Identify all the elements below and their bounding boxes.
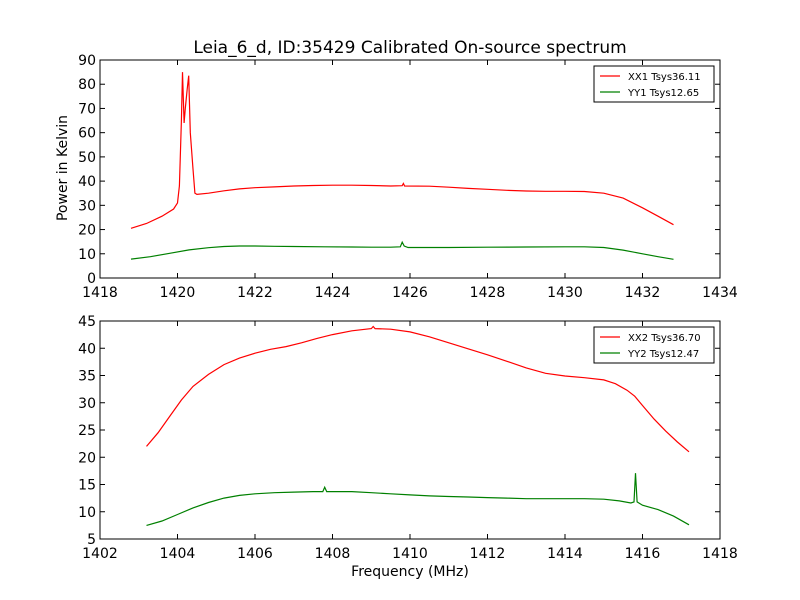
legend-label-0-0: XX1 Tsys36.11	[628, 72, 701, 83]
legend-label-0-1: YY1 Tsys12.65	[627, 88, 699, 99]
y-tick-label-1-3: 20	[78, 450, 96, 466]
legend-box-1	[593, 326, 715, 364]
x-tick-label-0-7: 1432	[625, 285, 661, 301]
y-tick-label-1-1: 10	[78, 505, 96, 521]
y-tick-label-0-7: 70	[78, 101, 96, 117]
y-tick-label-0-1: 10	[78, 247, 96, 263]
figure-title: Leia_6_d, ID:35429 Calibrated On-source …	[193, 38, 626, 58]
y-tick-label-0-5: 50	[78, 150, 96, 166]
x-tick-label-0-4: 1426	[392, 285, 428, 301]
x-tick-label-0-6: 1430	[547, 285, 583, 301]
x-tick-label-0-8: 1434	[702, 285, 738, 301]
y-tick-label-0-9: 90	[78, 53, 96, 69]
x-tick-label-1-4: 1410	[392, 546, 428, 562]
x-tick-label-0-1: 1420	[160, 285, 196, 301]
legend-label-1-1: YY2 Tsys12.47	[627, 349, 699, 360]
x-tick-label-0-0: 1418	[82, 285, 118, 301]
y-tick-label-0-8: 80	[78, 77, 96, 93]
y-tick-label-1-8: 45	[78, 314, 96, 330]
y-tick-label-0-4: 40	[78, 174, 96, 190]
y-tick-label-0-3: 30	[78, 198, 96, 214]
x-axis-label: Frequency (MHz)	[351, 564, 469, 580]
y-axis-label: Power in Kelvin	[55, 115, 71, 221]
legend-1: XX2 Tsys36.70 YY2 Tsys12.47	[593, 326, 715, 364]
y-tick-label-1-7: 40	[78, 341, 96, 357]
x-tick-label-1-8: 1418	[702, 546, 738, 562]
x-tick-label-1-7: 1416	[625, 546, 661, 562]
y-tick-label-1-2: 15	[78, 478, 96, 494]
legend-0: XX1 Tsys36.11 YY1 Tsys12.65	[593, 65, 715, 103]
y-tick-label-1-0: 5	[87, 532, 96, 548]
y-tick-label-1-4: 25	[78, 423, 96, 439]
x-tick-label-1-1: 1404	[160, 546, 196, 562]
x-tick-label-1-2: 1406	[237, 546, 273, 562]
x-tick-label-0-2: 1422	[237, 285, 273, 301]
bottom-plot: 1402 1404 1406 1408 1410 1412 1414 1416 1418 5 10 1…	[78, 314, 738, 562]
x-tick-label-1-3: 1408	[315, 546, 351, 562]
x-tick-label-0-5: 1428	[470, 285, 506, 301]
x-tick-label-0-3: 1424	[315, 285, 351, 301]
legend-box-0	[593, 65, 715, 103]
y-tick-label-0-2: 20	[78, 223, 96, 239]
legend-label-1-0: XX2 Tsys36.70	[628, 333, 701, 344]
x-tick-label-1-0: 1402	[82, 546, 118, 562]
y-tick-label-1-6: 35	[78, 369, 96, 385]
series-line-1-1	[146, 473, 690, 526]
y-tick-label-1-5: 30	[78, 396, 96, 412]
series-line-1-0	[146, 325, 690, 453]
y-tick-label-0-6: 60	[78, 126, 96, 142]
series-line-0-0	[130, 72, 674, 229]
x-tick-label-1-6: 1414	[547, 546, 583, 562]
top-plot: 1418 1420 1422 1424 1426 1428 1430 1432 1434 0 10 2…	[78, 53, 738, 301]
series-line-0-1	[130, 240, 674, 260]
y-tick-label-0-0: 0	[87, 271, 96, 287]
x-tick-label-1-5: 1412	[470, 546, 506, 562]
